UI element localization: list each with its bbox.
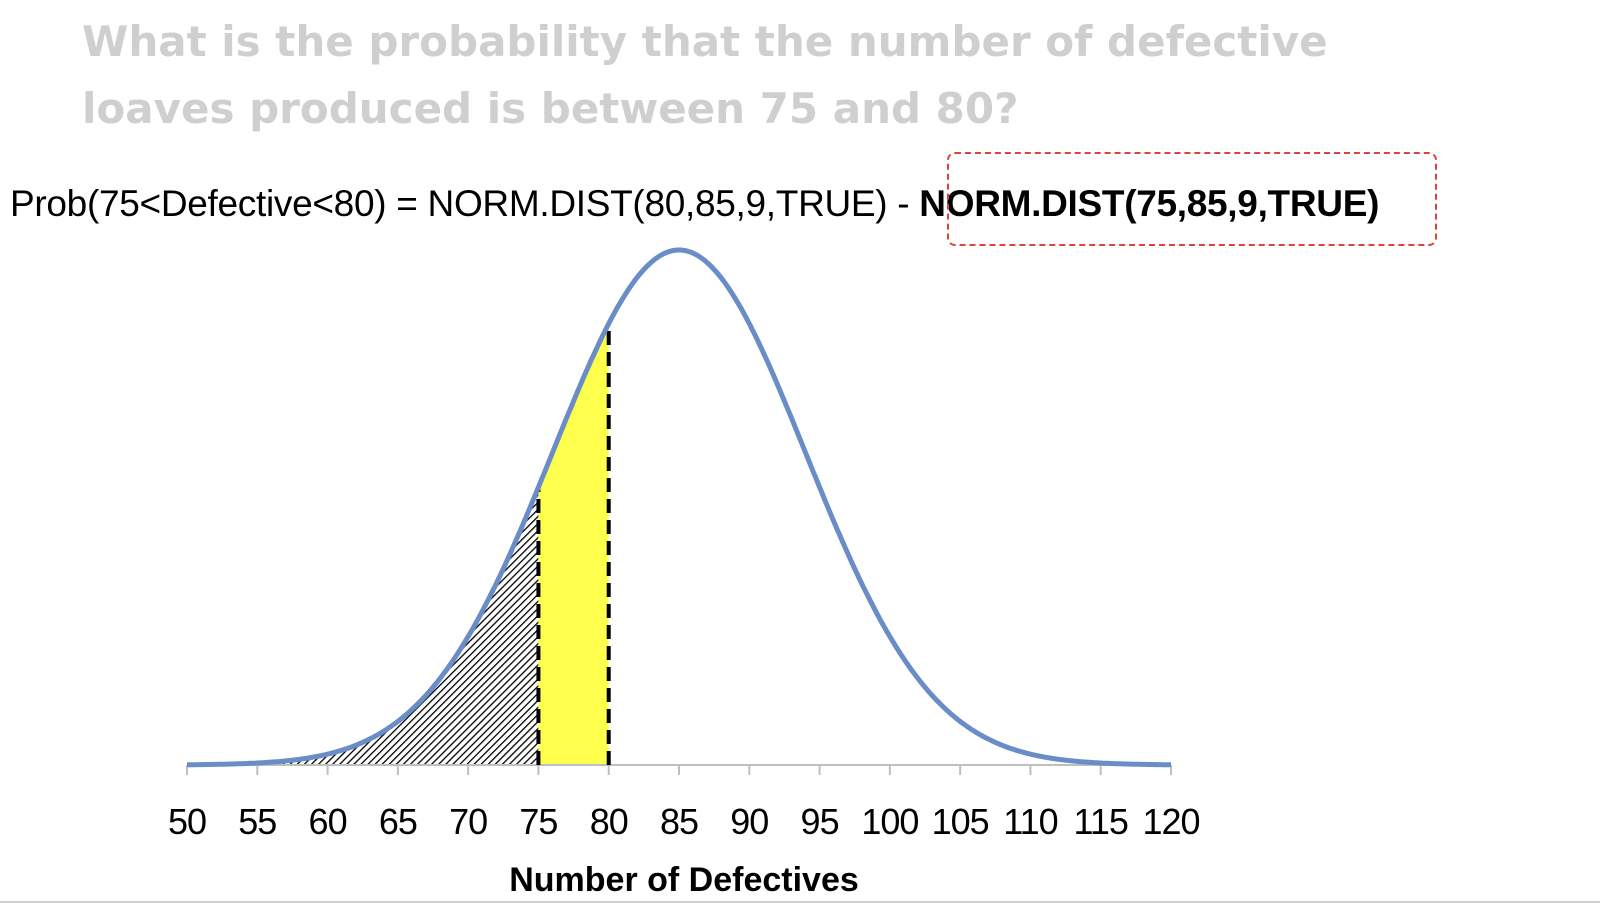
formula-highlight-box <box>947 152 1437 246</box>
question-text: What is the probability that the number … <box>82 8 1482 142</box>
x-tick-label-55: 55 <box>238 801 276 842</box>
normal-density-curve <box>185 247 1173 768</box>
x-tick-label-90: 90 <box>730 801 768 842</box>
x-tick-label-70: 70 <box>449 801 487 842</box>
x-tick-label-60: 60 <box>309 801 347 842</box>
x-tick-label-115: 115 <box>1074 801 1128 842</box>
x-tick-label-50: 50 <box>168 801 206 842</box>
x-tick-label-120: 120 <box>1142 801 1199 842</box>
hatched-area-below-75 <box>187 487 539 765</box>
question-line-2: loaves produced is between 75 and 80? <box>82 84 1019 133</box>
x-tick-label-95: 95 <box>801 801 839 842</box>
x-tick-label-65: 65 <box>379 801 417 842</box>
x-tick-label-105: 105 <box>932 801 989 842</box>
formula-highlighted-term: NORM.DIST(75,85,9,TRUE) <box>919 183 1380 224</box>
formula-lhs: Prob(75<Defective<80) = NORM.DIST(80,85,… <box>10 183 920 224</box>
x-axis-label: Number of Defectives <box>509 861 859 899</box>
x-tick-label-85: 85 <box>660 801 698 842</box>
formula-text: Prob(75<Defective<80) = NORM.DIST(80,85,… <box>10 178 1379 230</box>
question-line-1: What is the probability that the number … <box>82 17 1328 66</box>
x-tick-label-100: 100 <box>861 801 918 842</box>
x-tick-label-110: 110 <box>1003 801 1057 842</box>
x-tick-label-75: 75 <box>519 801 557 842</box>
x-tick-label-80: 80 <box>590 801 628 842</box>
slide-bottom-divider <box>0 901 1600 903</box>
highlight-area-75-to-80 <box>538 323 609 765</box>
